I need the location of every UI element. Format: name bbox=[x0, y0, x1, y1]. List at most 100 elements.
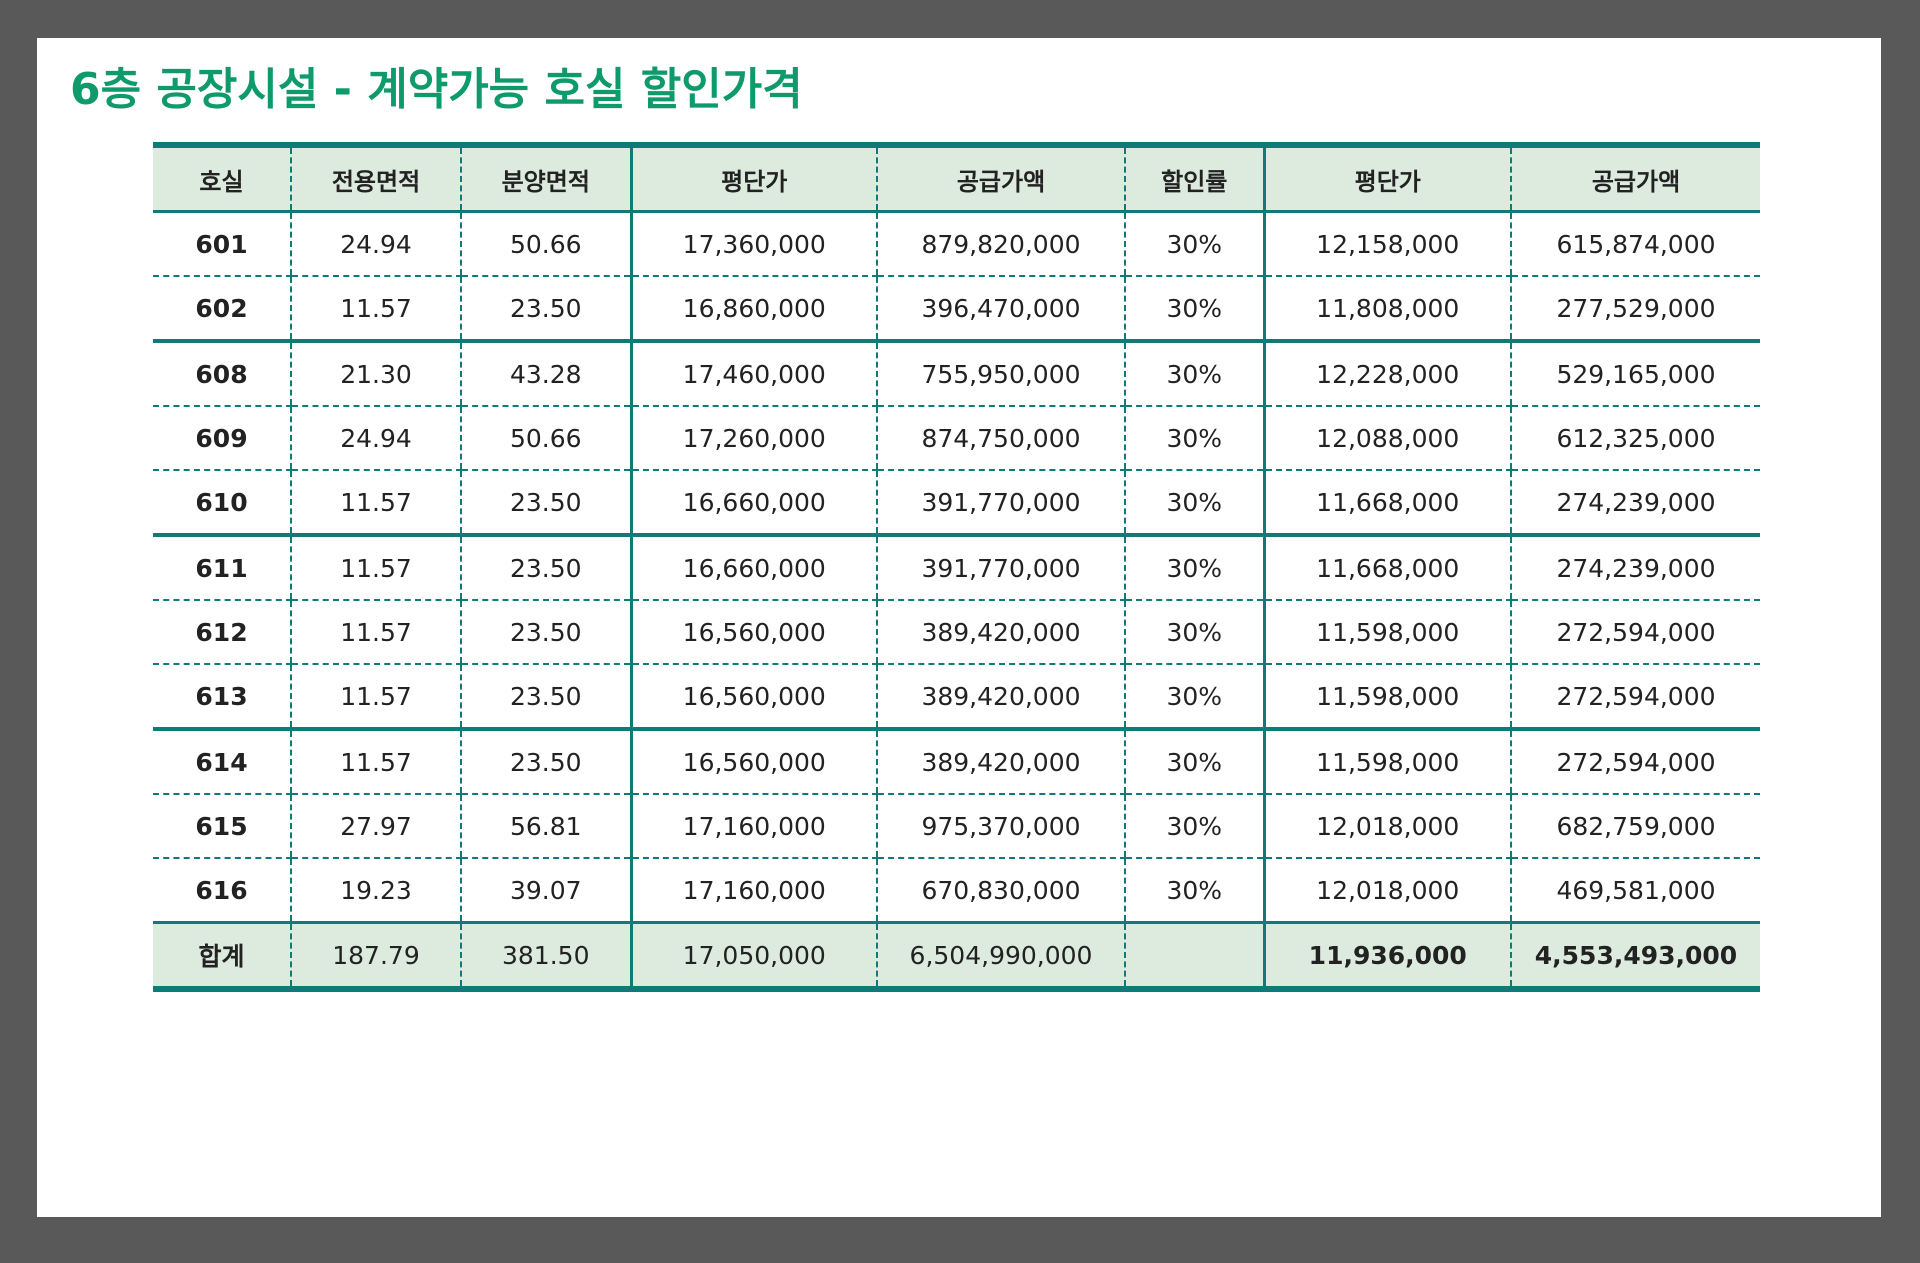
cell-discounted-supply-price: 272,594,000 bbox=[1510, 600, 1760, 665]
cell-discount-rate: 30% bbox=[1124, 341, 1264, 407]
cell-room: 602 bbox=[153, 276, 291, 343]
cell-discounted-supply-price: 682,759,000 bbox=[1510, 794, 1760, 859]
cell-room: 616 bbox=[153, 858, 291, 924]
cell-discounted-unit-price: 12,228,000 bbox=[1262, 341, 1511, 407]
cell-discounted-supply-price: 612,325,000 bbox=[1510, 406, 1760, 471]
cell-exclusive-area: 27.97 bbox=[290, 794, 461, 859]
cell-sale-area: 23.50 bbox=[460, 535, 631, 601]
cell-exclusive-area: 24.94 bbox=[290, 406, 461, 471]
cell-unit-price: 16,660,000 bbox=[629, 535, 877, 601]
cell-room: 614 bbox=[153, 729, 291, 795]
cell-unit-price: 17,260,000 bbox=[629, 406, 877, 471]
cell-room: 608 bbox=[153, 341, 291, 407]
cell-discount-rate: 30% bbox=[1124, 211, 1264, 277]
cell-discount-rate: 30% bbox=[1124, 406, 1264, 471]
cell-discounted-unit-price: 11,598,000 bbox=[1262, 729, 1511, 795]
total-discounted-supply-price: 4,553,493,000 bbox=[1510, 921, 1760, 990]
cell-exclusive-area: 11.57 bbox=[290, 664, 461, 731]
cell-discount-rate: 30% bbox=[1124, 858, 1264, 924]
cell-unit-price: 16,660,000 bbox=[629, 470, 877, 537]
total-supply-price: 6,504,990,000 bbox=[876, 921, 1125, 990]
price-table-container: 호실 전용면적 분양면적 평단가 공급가액 할인률 평단가 공급가액 601 24… bbox=[153, 142, 1760, 992]
total-discount-rate bbox=[1124, 921, 1264, 990]
cell-discounted-supply-price: 529,165,000 bbox=[1510, 341, 1760, 407]
header-discounted-supply-price: 공급가액 bbox=[1510, 145, 1760, 213]
total-unit-price: 17,050,000 bbox=[629, 921, 877, 990]
cell-supply-price: 391,770,000 bbox=[876, 470, 1125, 537]
cell-discounted-supply-price: 469,581,000 bbox=[1510, 858, 1760, 924]
cell-discounted-unit-price: 11,598,000 bbox=[1262, 664, 1511, 731]
cell-sale-area: 23.50 bbox=[460, 600, 631, 665]
cell-sale-area: 50.66 bbox=[460, 406, 631, 471]
cell-discounted-unit-price: 12,018,000 bbox=[1262, 794, 1511, 859]
cell-discount-rate: 30% bbox=[1124, 729, 1264, 795]
cell-discounted-supply-price: 615,874,000 bbox=[1510, 211, 1760, 277]
cell-room: 611 bbox=[153, 535, 291, 601]
cell-discounted-supply-price: 274,239,000 bbox=[1510, 535, 1760, 601]
cell-sale-area: 23.50 bbox=[460, 276, 631, 343]
cell-supply-price: 391,770,000 bbox=[876, 535, 1125, 601]
cell-discounted-unit-price: 12,088,000 bbox=[1262, 406, 1511, 471]
header-row: 호실 전용면적 분양면적 평단가 공급가액 할인률 평단가 공급가액 bbox=[153, 145, 1760, 213]
cell-discounted-unit-price: 11,598,000 bbox=[1262, 600, 1511, 665]
table-row: 616 19.23 39.07 17,160,000 670,830,000 30% 12,… bbox=[153, 858, 1760, 924]
header-sale-area: 분양면적 bbox=[460, 145, 631, 213]
header-discounted-unit-price: 평단가 bbox=[1262, 145, 1511, 213]
cell-exclusive-area: 11.57 bbox=[290, 470, 461, 537]
table-row: 610 11.57 23.50 16,660,000 391,770,000 30% 11,… bbox=[153, 470, 1760, 537]
cell-supply-price: 755,950,000 bbox=[876, 341, 1125, 407]
cell-discounted-unit-price: 11,808,000 bbox=[1262, 276, 1511, 343]
discount-price-table: 호실 전용면적 분양면적 평단가 공급가액 할인률 평단가 공급가액 601 24… bbox=[153, 142, 1760, 992]
cell-sale-area: 23.50 bbox=[460, 729, 631, 795]
table-body: 601 24.94 50.66 17,360,000 879,820,000 30% 12,… bbox=[153, 211, 1760, 990]
total-room: 합계 bbox=[153, 921, 291, 990]
header-unit-price: 평단가 bbox=[629, 145, 877, 213]
header-room: 호실 bbox=[153, 145, 291, 213]
cell-discount-rate: 30% bbox=[1124, 600, 1264, 665]
total-sale-area: 381.50 bbox=[460, 921, 631, 990]
document-page: 6층 공장시설 - 계약가능 호실 할인가격 호실 전용면적 분양면적 평단가 bbox=[37, 38, 1881, 1217]
page-title: 6층 공장시설 - 계약가능 호실 할인가격 bbox=[70, 64, 803, 115]
total-discounted-unit-price: 11,936,000 bbox=[1262, 921, 1511, 990]
cell-unit-price: 17,360,000 bbox=[629, 211, 877, 277]
cell-supply-price: 975,370,000 bbox=[876, 794, 1125, 859]
table-row: 614 11.57 23.50 16,560,000 389,420,000 30% 11,… bbox=[153, 729, 1760, 795]
cell-discount-rate: 30% bbox=[1124, 664, 1264, 731]
cell-discounted-unit-price: 12,158,000 bbox=[1262, 211, 1511, 277]
cell-sale-area: 56.81 bbox=[460, 794, 631, 859]
cell-supply-price: 670,830,000 bbox=[876, 858, 1125, 924]
total-row: 합계 187.79 381.50 17,050,000 6,504,990,000 11,… bbox=[153, 921, 1760, 990]
total-exclusive-area: 187.79 bbox=[290, 921, 461, 990]
cell-supply-price: 389,420,000 bbox=[876, 664, 1125, 731]
cell-exclusive-area: 19.23 bbox=[290, 858, 461, 924]
cell-discounted-unit-price: 11,668,000 bbox=[1262, 470, 1511, 537]
cell-unit-price: 16,860,000 bbox=[629, 276, 877, 343]
cell-exclusive-area: 11.57 bbox=[290, 535, 461, 601]
cell-supply-price: 396,470,000 bbox=[876, 276, 1125, 343]
cell-supply-price: 879,820,000 bbox=[876, 211, 1125, 277]
cell-sale-area: 43.28 bbox=[460, 341, 631, 407]
cell-discounted-unit-price: 12,018,000 bbox=[1262, 858, 1511, 924]
cell-unit-price: 17,160,000 bbox=[629, 858, 877, 924]
header-supply-price: 공급가액 bbox=[876, 145, 1125, 213]
cell-unit-price: 17,460,000 bbox=[629, 341, 877, 407]
cell-discount-rate: 30% bbox=[1124, 276, 1264, 343]
table-row: 613 11.57 23.50 16,560,000 389,420,000 30% 11,… bbox=[153, 664, 1760, 731]
header-exclusive-area: 전용면적 bbox=[290, 145, 461, 213]
cell-sale-area: 39.07 bbox=[460, 858, 631, 924]
cell-discounted-unit-price: 11,668,000 bbox=[1262, 535, 1511, 601]
cell-sale-area: 23.50 bbox=[460, 664, 631, 731]
cell-unit-price: 16,560,000 bbox=[629, 729, 877, 795]
cell-unit-price: 16,560,000 bbox=[629, 664, 877, 731]
header-discount-rate: 할인률 bbox=[1124, 145, 1264, 213]
table-row: 602 11.57 23.50 16,860,000 396,470,000 30% 11,… bbox=[153, 276, 1760, 343]
cell-room: 615 bbox=[153, 794, 291, 859]
cell-exclusive-area: 24.94 bbox=[290, 211, 461, 277]
cell-exclusive-area: 11.57 bbox=[290, 600, 461, 665]
cell-unit-price: 17,160,000 bbox=[629, 794, 877, 859]
cell-sale-area: 23.50 bbox=[460, 470, 631, 537]
cell-sale-area: 50.66 bbox=[460, 211, 631, 277]
table-row: 615 27.97 56.81 17,160,000 975,370,000 30% 12,… bbox=[153, 794, 1760, 859]
cell-room: 613 bbox=[153, 664, 291, 731]
cell-discount-rate: 30% bbox=[1124, 794, 1264, 859]
